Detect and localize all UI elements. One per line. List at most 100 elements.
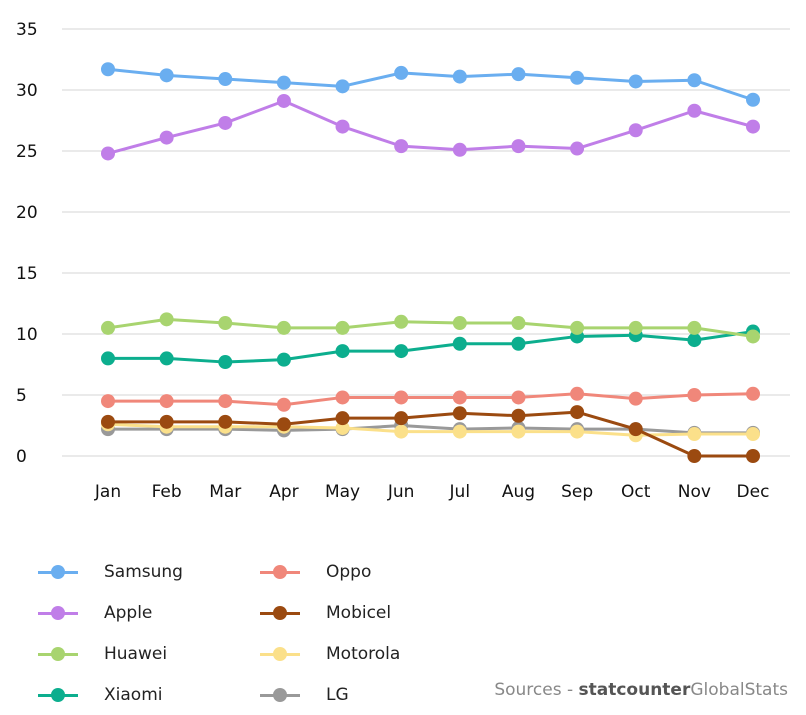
- data-point-oppo[interactable]: [101, 394, 115, 409]
- data-point-oppo[interactable]: [687, 388, 702, 402]
- data-point-oppo[interactable]: [159, 394, 174, 409]
- data-point-huawei[interactable]: [452, 316, 467, 331]
- x-tick-label: Nov: [678, 482, 711, 502]
- data-point-samsung[interactable]: [746, 92, 760, 107]
- data-point-motorola[interactable]: [335, 420, 350, 435]
- data-point-huawei[interactable]: [335, 320, 350, 335]
- data-point-mobicel[interactable]: [628, 422, 643, 437]
- data-point-apple[interactable]: [218, 115, 233, 130]
- data-point-motorola[interactable]: [394, 424, 409, 439]
- data-point-apple[interactable]: [628, 123, 643, 138]
- legend-item-apple[interactable]: Apple: [38, 593, 152, 633]
- grid-lines: [62, 28, 790, 457]
- data-point-oppo[interactable]: [276, 397, 291, 412]
- data-point-mobicel[interactable]: [687, 449, 702, 463]
- data-point-xiaomi[interactable]: [452, 336, 467, 351]
- data-point-mobicel[interactable]: [335, 411, 350, 426]
- data-point-mobicel[interactable]: [511, 408, 526, 423]
- data-point-huawei[interactable]: [394, 314, 409, 329]
- legend-label: Samsung: [104, 562, 183, 582]
- data-point-huawei[interactable]: [511, 316, 526, 331]
- legend-label: Motorola: [326, 644, 401, 664]
- data-point-mobicel[interactable]: [452, 406, 467, 421]
- data-point-xiaomi[interactable]: [394, 344, 409, 359]
- data-point-xiaomi[interactable]: [511, 336, 526, 351]
- x-tick-label: Mar: [209, 482, 241, 502]
- data-point-mobicel[interactable]: [159, 414, 174, 429]
- data-point-xiaomi[interactable]: [276, 352, 291, 367]
- data-point-xiaomi[interactable]: [101, 351, 115, 366]
- data-point-samsung[interactable]: [159, 68, 174, 83]
- data-point-oppo[interactable]: [452, 390, 467, 405]
- data-point-mobicel[interactable]: [218, 414, 233, 429]
- data-point-mobicel[interactable]: [746, 449, 760, 463]
- data-point-apple[interactable]: [101, 146, 115, 161]
- x-tick-label: Jan: [94, 482, 121, 502]
- data-point-samsung[interactable]: [101, 62, 115, 77]
- series-xiaomi: [101, 324, 760, 370]
- legend-item-mobicel[interactable]: Mobicel: [260, 593, 391, 633]
- series-line-apple: [107, 99, 754, 155]
- data-point-apple[interactable]: [159, 130, 174, 145]
- data-point-mobicel[interactable]: [276, 417, 291, 432]
- y-tick-label: 5: [16, 386, 27, 406]
- data-point-xiaomi[interactable]: [687, 333, 702, 348]
- data-point-oppo[interactable]: [335, 390, 350, 405]
- data-point-oppo[interactable]: [394, 390, 409, 405]
- data-point-xiaomi[interactable]: [159, 351, 174, 366]
- data-point-oppo[interactable]: [218, 394, 233, 409]
- data-point-apple[interactable]: [746, 119, 760, 134]
- y-tick-label: 35: [16, 20, 38, 40]
- data-point-samsung[interactable]: [687, 73, 702, 88]
- data-point-motorola[interactable]: [570, 424, 585, 439]
- data-point-huawei[interactable]: [746, 329, 760, 344]
- data-point-huawei[interactable]: [687, 320, 702, 335]
- data-point-motorola[interactable]: [687, 427, 702, 442]
- data-point-oppo[interactable]: [628, 391, 643, 406]
- data-point-samsung[interactable]: [218, 72, 233, 87]
- data-point-huawei[interactable]: [570, 320, 585, 335]
- data-point-samsung[interactable]: [394, 65, 409, 80]
- data-point-motorola[interactable]: [746, 427, 760, 442]
- data-point-apple[interactable]: [570, 141, 585, 156]
- data-point-motorola[interactable]: [452, 424, 467, 439]
- data-point-samsung[interactable]: [452, 69, 467, 84]
- data-point-apple[interactable]: [687, 103, 702, 118]
- data-point-huawei[interactable]: [159, 312, 174, 327]
- legend-item-xiaomi[interactable]: Xiaomi: [38, 675, 162, 715]
- data-point-huawei[interactable]: [628, 320, 643, 335]
- data-point-samsung[interactable]: [276, 75, 291, 90]
- data-point-oppo[interactable]: [746, 386, 760, 401]
- data-point-mobicel[interactable]: [101, 414, 115, 429]
- data-point-apple[interactable]: [335, 119, 350, 134]
- legend-swatch-icon: [260, 647, 300, 661]
- data-point-xiaomi[interactable]: [335, 344, 350, 359]
- y-axis-ticks: 0 5 10 15 20 25 30 35: [16, 20, 38, 467]
- series-lines: [101, 62, 760, 463]
- data-point-apple[interactable]: [511, 139, 526, 154]
- series-mobicel: [101, 405, 760, 463]
- data-point-apple[interactable]: [452, 142, 467, 157]
- data-point-mobicel[interactable]: [394, 411, 409, 426]
- data-point-oppo[interactable]: [570, 386, 585, 401]
- legend-item-motorola[interactable]: Motorola: [260, 634, 400, 674]
- data-point-samsung[interactable]: [628, 74, 643, 89]
- data-point-samsung[interactable]: [511, 67, 526, 82]
- data-point-huawei[interactable]: [276, 320, 291, 335]
- data-point-oppo[interactable]: [511, 390, 526, 405]
- data-point-apple[interactable]: [394, 139, 409, 154]
- legend-item-samsung[interactable]: Samsung: [38, 552, 183, 592]
- legend-item-lg[interactable]: LG: [260, 675, 349, 715]
- data-point-samsung[interactable]: [570, 70, 585, 85]
- legend-item-oppo[interactable]: Oppo: [260, 552, 371, 592]
- data-point-huawei[interactable]: [218, 316, 233, 331]
- data-point-xiaomi[interactable]: [218, 355, 233, 370]
- data-point-samsung[interactable]: [335, 79, 350, 94]
- data-point-mobicel[interactable]: [570, 405, 585, 420]
- y-tick-label: 25: [16, 142, 38, 162]
- data-point-apple[interactable]: [276, 93, 291, 108]
- legend-item-huawei[interactable]: Huawei: [38, 634, 167, 674]
- data-point-motorola[interactable]: [511, 424, 526, 439]
- data-point-huawei[interactable]: [101, 320, 115, 335]
- x-tick-label: Feb: [152, 482, 182, 502]
